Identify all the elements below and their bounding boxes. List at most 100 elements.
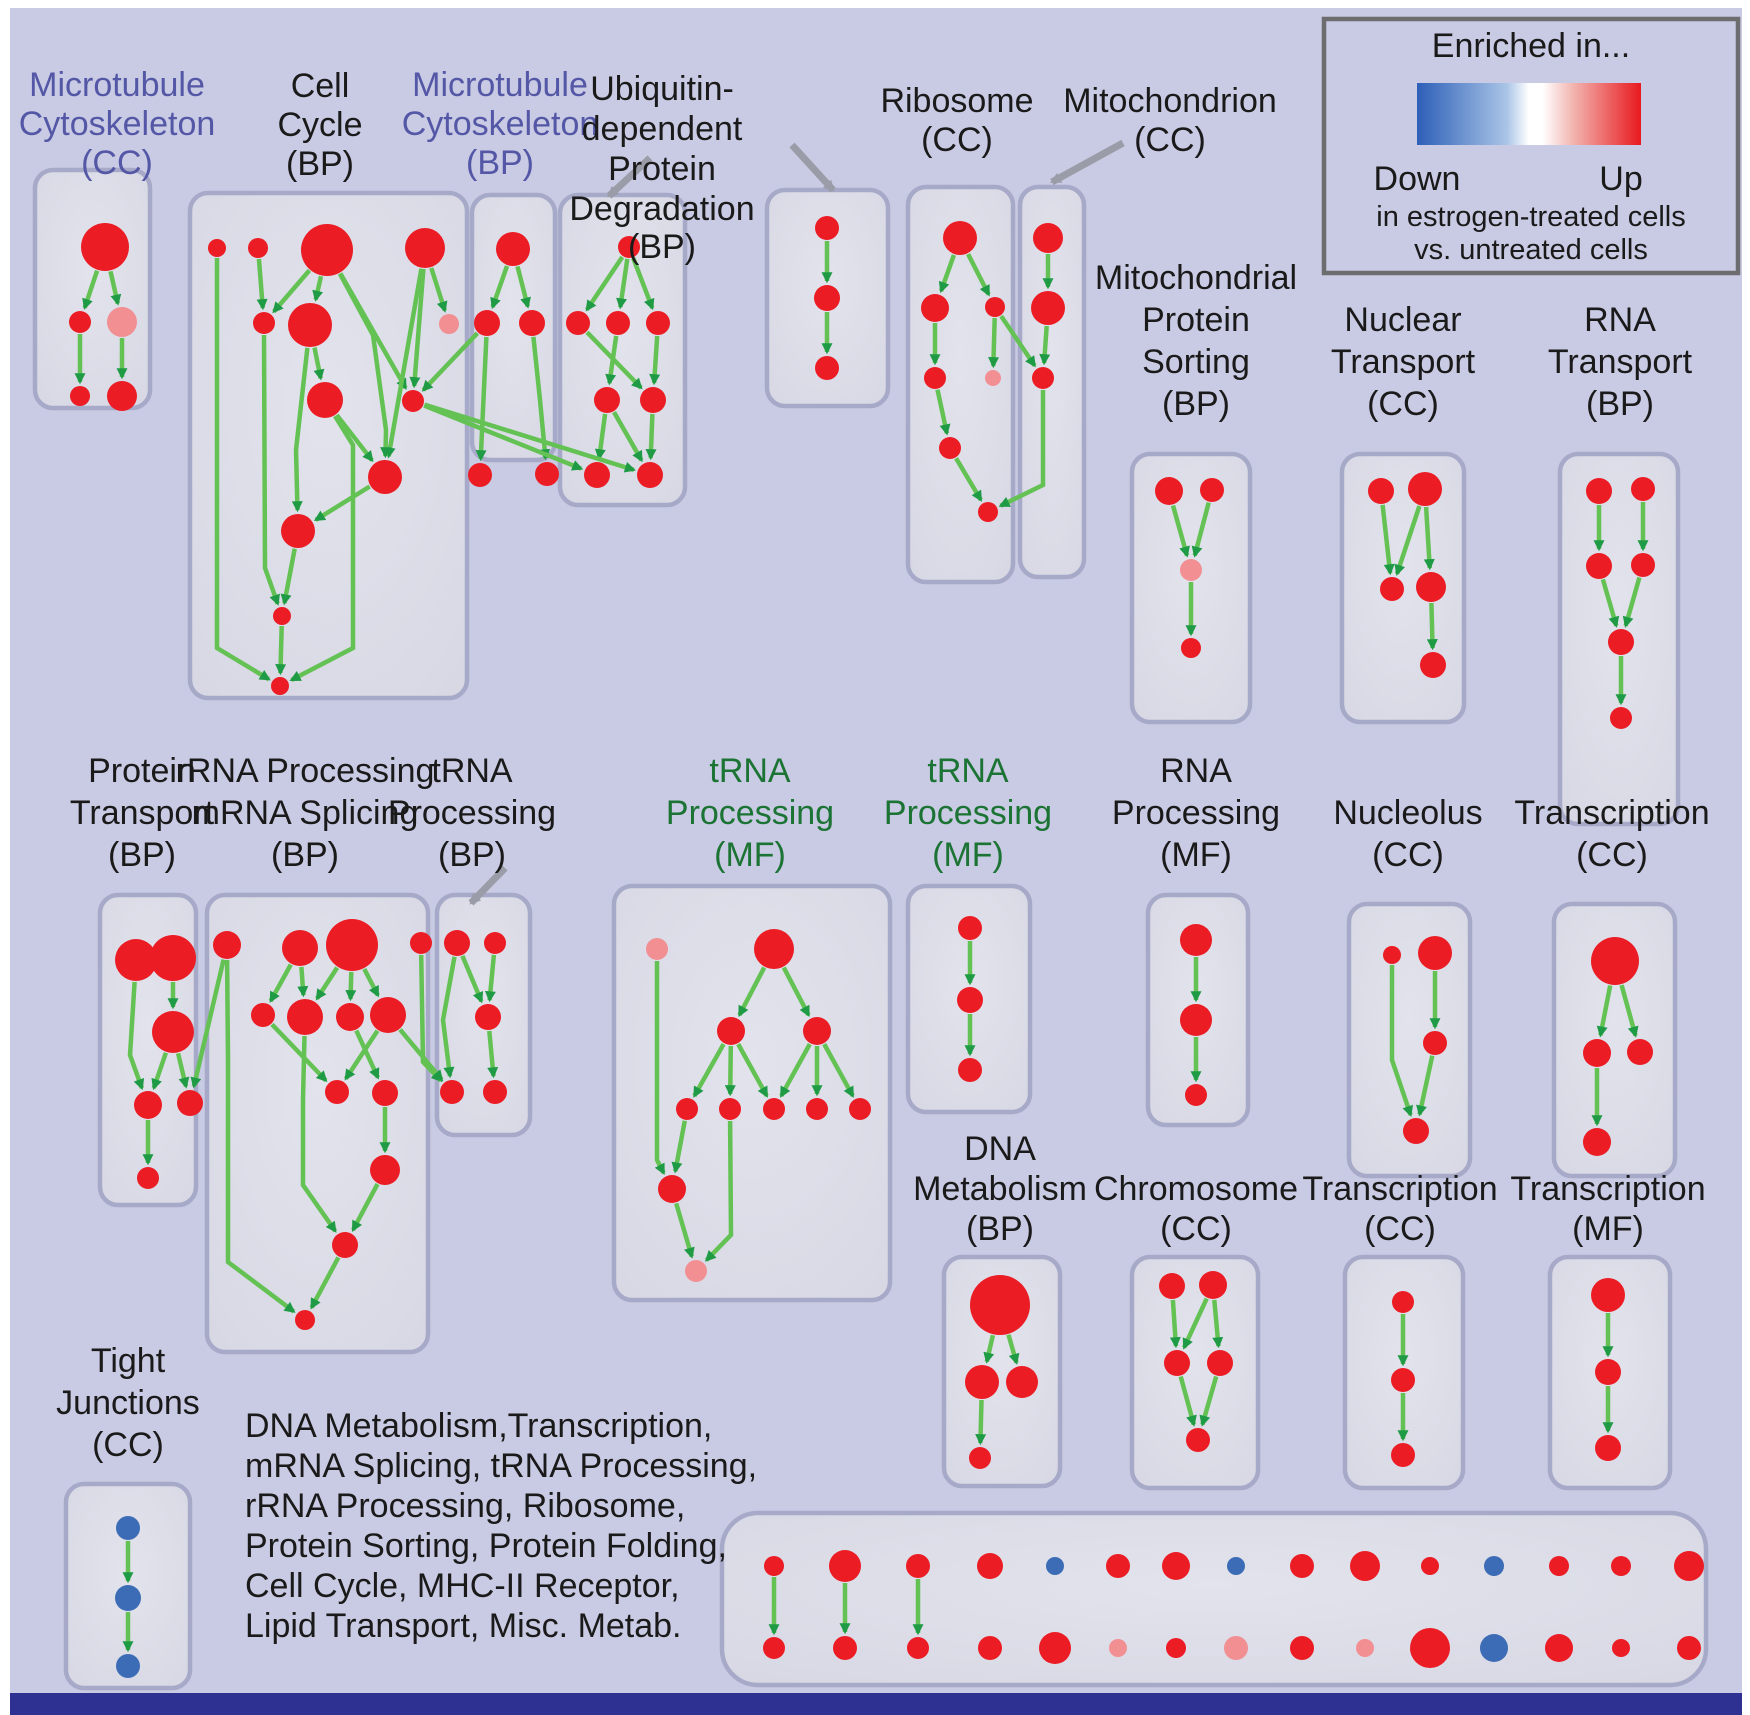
- pt-edge: [127, 981, 145, 1091]
- strip-node-13: [1611, 1556, 1631, 1576]
- rrna-label-line-1: mRNA Splicing: [192, 794, 419, 832]
- trnabp-node-2: [475, 1004, 501, 1030]
- nucl-label-line-0: Nucleolus: [1333, 794, 1482, 832]
- merged-clusters-caption-line-2: rRNA Processing, Ribosome,: [245, 1487, 685, 1525]
- txmf-label-line-0: Transcription: [1510, 1170, 1705, 1208]
- ubq-label-line-4: (BP): [628, 228, 696, 266]
- ubq2-node-2: [815, 356, 839, 380]
- ubq-node-6: [584, 462, 610, 488]
- rrna-edge: [224, 959, 296, 1314]
- nucl-label-line-1: (CC): [1372, 836, 1444, 874]
- rnat-node-2: [1586, 553, 1612, 579]
- chrom-box: [1129, 1254, 1261, 1491]
- strip-node-23: [1290, 1636, 1314, 1660]
- trnamf1-label-line-0: tRNA: [709, 752, 791, 790]
- ubq-edge: [631, 257, 655, 311]
- cc-node-12: [271, 677, 289, 695]
- label-pointer-arrow: [789, 142, 836, 193]
- trnabp-node-0: [444, 930, 470, 956]
- mps-label-line-2: Sorting: [1142, 343, 1250, 381]
- tj-node-0: [116, 1516, 140, 1540]
- mtbp-node-0: [496, 232, 530, 266]
- mito-edge: [1039, 325, 1051, 366]
- ubq-node-3: [646, 311, 670, 335]
- chrom-edge: [1212, 1299, 1224, 1349]
- label-pointer-arrow: [606, 155, 653, 199]
- mtbp-node-4: [535, 462, 559, 486]
- strip-node-6: [1162, 1552, 1190, 1580]
- cc-edge: [409, 268, 426, 389]
- cc-edge: [275, 625, 287, 676]
- rrna-label-line-0: rRNA Processing: [176, 752, 435, 790]
- nucl-edge: [1389, 965, 1413, 1117]
- label-pointer-arrow: [1050, 139, 1125, 186]
- txcc2-node-1: [1583, 1039, 1611, 1067]
- tj-node-2: [116, 1654, 140, 1678]
- ubq-edge: [605, 335, 619, 386]
- nuct-node-2: [1380, 577, 1404, 601]
- strip-node-9: [1350, 1551, 1380, 1581]
- cross-edge: [398, 1028, 444, 1082]
- rnat-node-0: [1586, 478, 1612, 504]
- pt-label-line-0: Protein: [88, 752, 196, 790]
- trnamf1-edge: [737, 966, 767, 1018]
- rnap-label-line-0: RNA: [1160, 752, 1232, 790]
- dnam-node-2: [1006, 1366, 1038, 1398]
- mps-node-3: [1181, 638, 1201, 658]
- ribo-edge: [935, 389, 951, 436]
- pt-node-0: [115, 939, 157, 981]
- rrna-node-3: [410, 932, 432, 954]
- trnabp-label-line-2: (BP): [438, 836, 506, 874]
- strip-node-14: [1674, 1551, 1704, 1581]
- rrna-node-12: [295, 1310, 315, 1330]
- rnat-label-line-1: Transport: [1548, 343, 1693, 381]
- cc-edge: [214, 258, 271, 682]
- rrna-node-10: [370, 1155, 400, 1185]
- strip-node-0: [764, 1556, 784, 1576]
- rrna-edge: [362, 967, 380, 998]
- trnamf2-label-line-2: (MF): [932, 836, 1004, 874]
- rnap-label-line-2: (MF): [1160, 836, 1232, 874]
- txcc2-box: [1551, 901, 1678, 1179]
- mtcc-node-1: [69, 311, 91, 333]
- chrom-node-4: [1186, 1428, 1210, 1452]
- trnamf1-node-4: [676, 1098, 698, 1120]
- cc-label-line-2: (BP): [286, 145, 354, 183]
- trnamf1-edge: [654, 961, 666, 1175]
- txcc2-node-3: [1583, 1128, 1611, 1156]
- trnamf1-node-0: [646, 938, 668, 960]
- merged-clusters-caption-line-3: Protein Sorting, Protein Folding,: [245, 1527, 727, 1565]
- cc-label-line-0: Cell: [291, 67, 350, 105]
- dnam-edge: [983, 1334, 996, 1364]
- strip-node-28: [1612, 1639, 1630, 1657]
- trnamf2-node-2: [958, 1058, 982, 1082]
- cross-edge: [423, 403, 584, 471]
- ubq-node-7: [637, 462, 663, 488]
- trnabp-label-line-0: tRNA: [431, 752, 513, 790]
- rrna-node-9: [372, 1080, 398, 1106]
- txmf-label-line-1: (MF): [1572, 1210, 1644, 1248]
- ubq-label-line-1: dependent: [582, 110, 743, 148]
- cc-edge: [334, 413, 374, 463]
- mps-node-1: [1200, 478, 1224, 502]
- legend-gradient-bar: [1417, 83, 1641, 145]
- mtbp-label-line-1: Cytoskeleton: [402, 105, 599, 143]
- trnamf1-edge: [674, 1202, 695, 1259]
- strip-node-3: [977, 1553, 1003, 1579]
- nuct-edge: [1423, 506, 1435, 571]
- rnat-node-5: [1610, 707, 1632, 729]
- pt-label-line-1: Transport: [70, 794, 215, 832]
- nuct-edge: [1426, 602, 1438, 651]
- strip-node-27: [1545, 1634, 1573, 1662]
- bottom-border-band: [10, 1693, 1742, 1715]
- mito-label-line-1: (CC): [1134, 121, 1206, 159]
- cross-edge: [421, 331, 480, 392]
- nucl-node-2: [1423, 1031, 1447, 1055]
- rnap-node-1: [1180, 1004, 1212, 1036]
- strip-node-17: [907, 1637, 929, 1659]
- mtcc-edge: [108, 270, 122, 306]
- cc-node-10: [281, 514, 315, 548]
- trnamf1-edge: [822, 1043, 855, 1098]
- strip-node-8: [1290, 1554, 1314, 1578]
